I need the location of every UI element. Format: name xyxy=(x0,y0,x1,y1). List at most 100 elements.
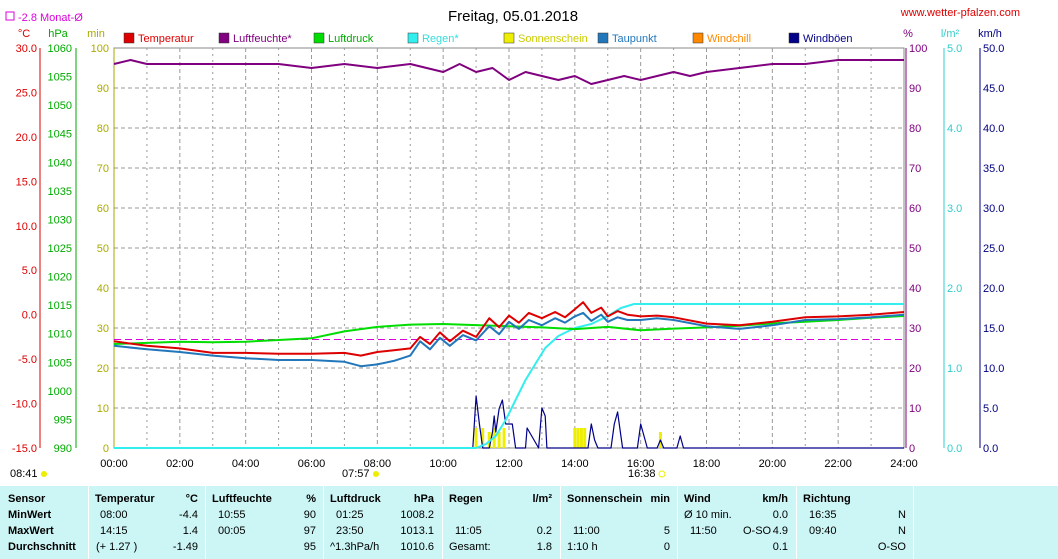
series-line-luftfeuchte xyxy=(113,59,904,85)
tick-label-pressure_hpa: 1020 xyxy=(48,272,72,284)
legend-label: Temperatur xyxy=(138,33,194,45)
chart-axes: 30.0 25.0 20.0 15.0 10.0 5.0 0.0 -5.0 -10.0 -15.0… xyxy=(12,43,1005,470)
column-divider xyxy=(560,486,561,559)
legend-label: Regen* xyxy=(422,33,459,45)
sunrise-time: 07:57 xyxy=(342,468,370,480)
legend-label: Windböen xyxy=(803,33,853,45)
dir-max-time: 09:40 xyxy=(809,525,837,537)
sunshine-bar xyxy=(481,428,485,448)
month-avg-icon xyxy=(5,11,15,21)
sunshine-bar xyxy=(576,428,580,448)
hum-min-value: 90 xyxy=(303,509,316,521)
press-trend: ^1.3hPa/h xyxy=(330,541,380,553)
unit-rain: l/m² xyxy=(941,28,960,40)
statistics-table: Sensor MinWert MaxWert Durchschnitt Temp… xyxy=(0,486,1058,559)
wind-avg-value: 0.1 xyxy=(772,541,788,553)
unit-humidity: % xyxy=(903,28,913,40)
legend-swatch xyxy=(407,32,419,44)
tick-label-temperature_c: 0.0 xyxy=(22,310,37,322)
tick-label-humidity_pct: 100 xyxy=(909,43,927,55)
row-min-label: MinWert xyxy=(8,509,52,521)
moon-time: 08:41 xyxy=(10,468,38,480)
unit-pressure: hPa xyxy=(48,28,68,40)
site-link[interactable]: www.wetter-pfalzen.com xyxy=(900,7,1020,19)
legend-label: Taupunkt xyxy=(612,33,657,45)
tick-label-pressure_hpa: 1055 xyxy=(48,72,72,84)
press-avg-value: 1010.6 xyxy=(400,541,434,553)
legend-label: Luftfeuchte* xyxy=(233,33,292,45)
tick-label-time: 00:00 xyxy=(100,458,128,470)
tick-label-sunshine_min: 0 xyxy=(103,443,109,455)
unit-wind-cell: km/h xyxy=(762,493,788,505)
column-divider xyxy=(88,486,89,559)
header-humidity: Luftfeuchte xyxy=(212,493,272,505)
tick-label-temperature_c: 10.0 xyxy=(16,221,37,233)
temp-max-value: 1.4 xyxy=(182,525,198,537)
column-divider xyxy=(323,486,324,559)
tick-label-rain_lm2: 3.0 xyxy=(947,203,962,215)
rain-max-value: 0.2 xyxy=(536,525,552,537)
wind-max-time: 11:50 xyxy=(690,525,717,537)
sunshine-bar xyxy=(583,428,587,448)
tick-label-time: 08:00 xyxy=(364,458,392,470)
header-temperature: Temperatur xyxy=(95,493,155,505)
wind-max-value: 4.9 xyxy=(772,525,788,537)
chart-series xyxy=(113,59,905,449)
sunshine-bar xyxy=(579,428,583,448)
press-max-time: 23:50 xyxy=(336,525,364,537)
tick-label-time: 02:00 xyxy=(166,458,194,470)
temp-max-time: 14:15 xyxy=(100,525,128,537)
dir-avg-value: O-SO xyxy=(877,541,906,553)
series-line-luftdruck xyxy=(113,315,905,345)
unit-sunshine: min xyxy=(87,28,105,40)
sunset-time: 16:38 xyxy=(628,468,656,480)
tick-label-wind_kmh: 15.0 xyxy=(983,323,1004,335)
legend-swatch xyxy=(788,32,800,44)
header-direction: Richtung xyxy=(803,493,851,505)
tick-label-sunshine_min: 40 xyxy=(97,283,109,295)
tick-label-rain_lm2: 5.0 xyxy=(947,43,962,55)
tick-label-temperature_c: -15.0 xyxy=(12,443,37,455)
tick-label-wind_kmh: 5.0 xyxy=(983,403,998,415)
wind-avg10-label: Ø 10 min. xyxy=(684,509,732,521)
tick-label-pressure_hpa: 990 xyxy=(54,443,72,455)
tick-label-time: 06:00 xyxy=(298,458,326,470)
dir-min-time: 16:35 xyxy=(809,509,837,521)
tick-label-humidity_pct: 20 xyxy=(909,363,921,375)
legend-swatch xyxy=(597,32,609,44)
unit-sunshine-cell: min xyxy=(650,493,670,505)
series-line-windben xyxy=(114,395,904,449)
press-min-value: 1008.2 xyxy=(400,509,434,521)
sun-max-time: 11:00 xyxy=(573,525,600,537)
rain-total-value: 1.8 xyxy=(536,541,552,553)
moon-icon xyxy=(41,471,47,477)
legend-swatch xyxy=(503,32,515,44)
tick-label-pressure_hpa: 1030 xyxy=(48,214,72,226)
sunshine-bar xyxy=(502,428,506,448)
tick-label-wind_kmh: 20.0 xyxy=(983,283,1004,295)
tick-label-pressure_hpa: 1005 xyxy=(48,357,72,369)
unit-temperature: °C xyxy=(18,28,30,40)
tick-label-pressure_hpa: 1060 xyxy=(48,43,72,55)
column-divider xyxy=(677,486,678,559)
row-avg-label: Durchschnitt xyxy=(8,541,76,553)
temp-min-value: -4.4 xyxy=(179,509,198,521)
tick-label-temperature_c: -5.0 xyxy=(18,354,37,366)
tick-label-pressure_hpa: 1050 xyxy=(48,100,72,112)
tick-label-humidity_pct: 40 xyxy=(909,283,921,295)
tick-label-humidity_pct: 30 xyxy=(909,323,921,335)
header-wind: Wind xyxy=(684,493,711,505)
tick-label-sunshine_min: 10 xyxy=(97,403,109,415)
sun-max-value: 5 xyxy=(663,525,670,537)
legend-label: Luftdruck xyxy=(328,33,374,45)
header-rain: Regen xyxy=(449,493,483,505)
tick-label-humidity_pct: 70 xyxy=(909,163,921,175)
tick-label-wind_kmh: 0.0 xyxy=(983,443,998,455)
chart-grid xyxy=(113,47,905,449)
tick-label-rain_lm2: 1.0 xyxy=(947,363,962,375)
weather-chart: 30.0 25.0 20.0 15.0 10.0 5.0 0.0 -5.0 -10.0 -15.0… xyxy=(5,7,1020,480)
tick-label-pressure_hpa: 995 xyxy=(54,414,72,426)
column-divider xyxy=(442,486,443,559)
tick-label-pressure_hpa: 1010 xyxy=(48,329,72,341)
tick-label-sunshine_min: 80 xyxy=(97,123,109,135)
